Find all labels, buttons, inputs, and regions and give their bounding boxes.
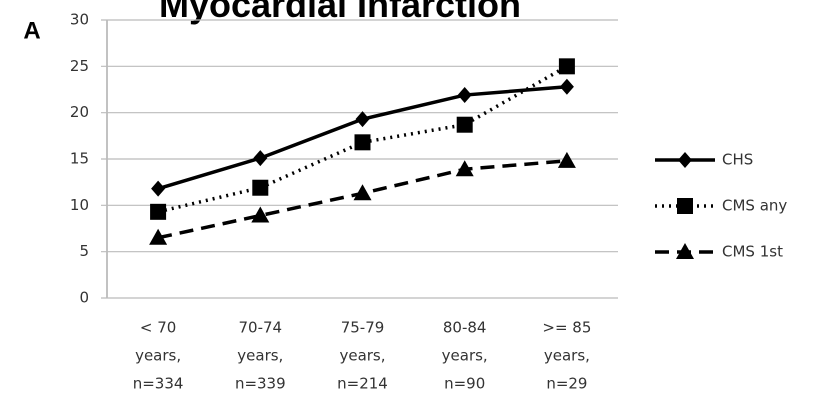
x-tick-label: years, <box>339 347 385 365</box>
y-tick-label: 5 <box>79 242 89 260</box>
x-tick-label: n=29 <box>546 375 587 393</box>
y-tick-label: 20 <box>70 103 89 121</box>
marker <box>677 198 693 214</box>
marker <box>151 180 166 197</box>
y-tick-label: 15 <box>70 150 89 168</box>
x-tick-label: n=214 <box>337 375 388 393</box>
y-tick-label: 25 <box>70 57 89 75</box>
x-tick-label: years, <box>237 347 283 365</box>
x-tick-label: n=334 <box>133 375 184 393</box>
x-tick-label: < 70 <box>140 319 176 337</box>
marker <box>678 152 692 168</box>
marker <box>150 203 167 220</box>
marker <box>252 179 269 196</box>
legend-label: CMS any <box>722 197 787 215</box>
x-tick-label: 80-84 <box>443 319 487 337</box>
x-tick-label: 75-79 <box>341 319 385 337</box>
chart-title: Myocardial Infarction <box>159 0 521 25</box>
x-tick-label: years, <box>442 347 488 365</box>
x-tick-label: 70-74 <box>239 319 283 337</box>
marker <box>559 78 574 95</box>
legend-label: CHS <box>722 151 753 169</box>
marker <box>457 87 472 104</box>
marker <box>355 111 370 128</box>
marker <box>455 160 474 177</box>
series-line <box>157 64 568 214</box>
legend-label: CMS 1st <box>722 243 783 261</box>
marker <box>149 228 168 245</box>
marker <box>456 116 473 133</box>
marker <box>557 151 576 168</box>
x-tick-label: n=339 <box>235 375 286 393</box>
y-tick-label: 0 <box>79 289 89 307</box>
marker <box>354 134 371 151</box>
marker <box>558 58 575 75</box>
x-tick-label: years, <box>135 347 181 365</box>
y-tick-label: 30 <box>70 11 89 29</box>
x-tick-label: >= 85 <box>542 319 591 337</box>
x-tick-label: n=90 <box>444 375 485 393</box>
marker <box>676 243 694 259</box>
marker <box>251 206 270 223</box>
y-tick-label: 10 <box>70 196 89 214</box>
panel-label: A <box>23 17 40 44</box>
marker <box>353 184 372 201</box>
marker <box>253 150 268 167</box>
x-tick-label: years, <box>544 347 590 365</box>
